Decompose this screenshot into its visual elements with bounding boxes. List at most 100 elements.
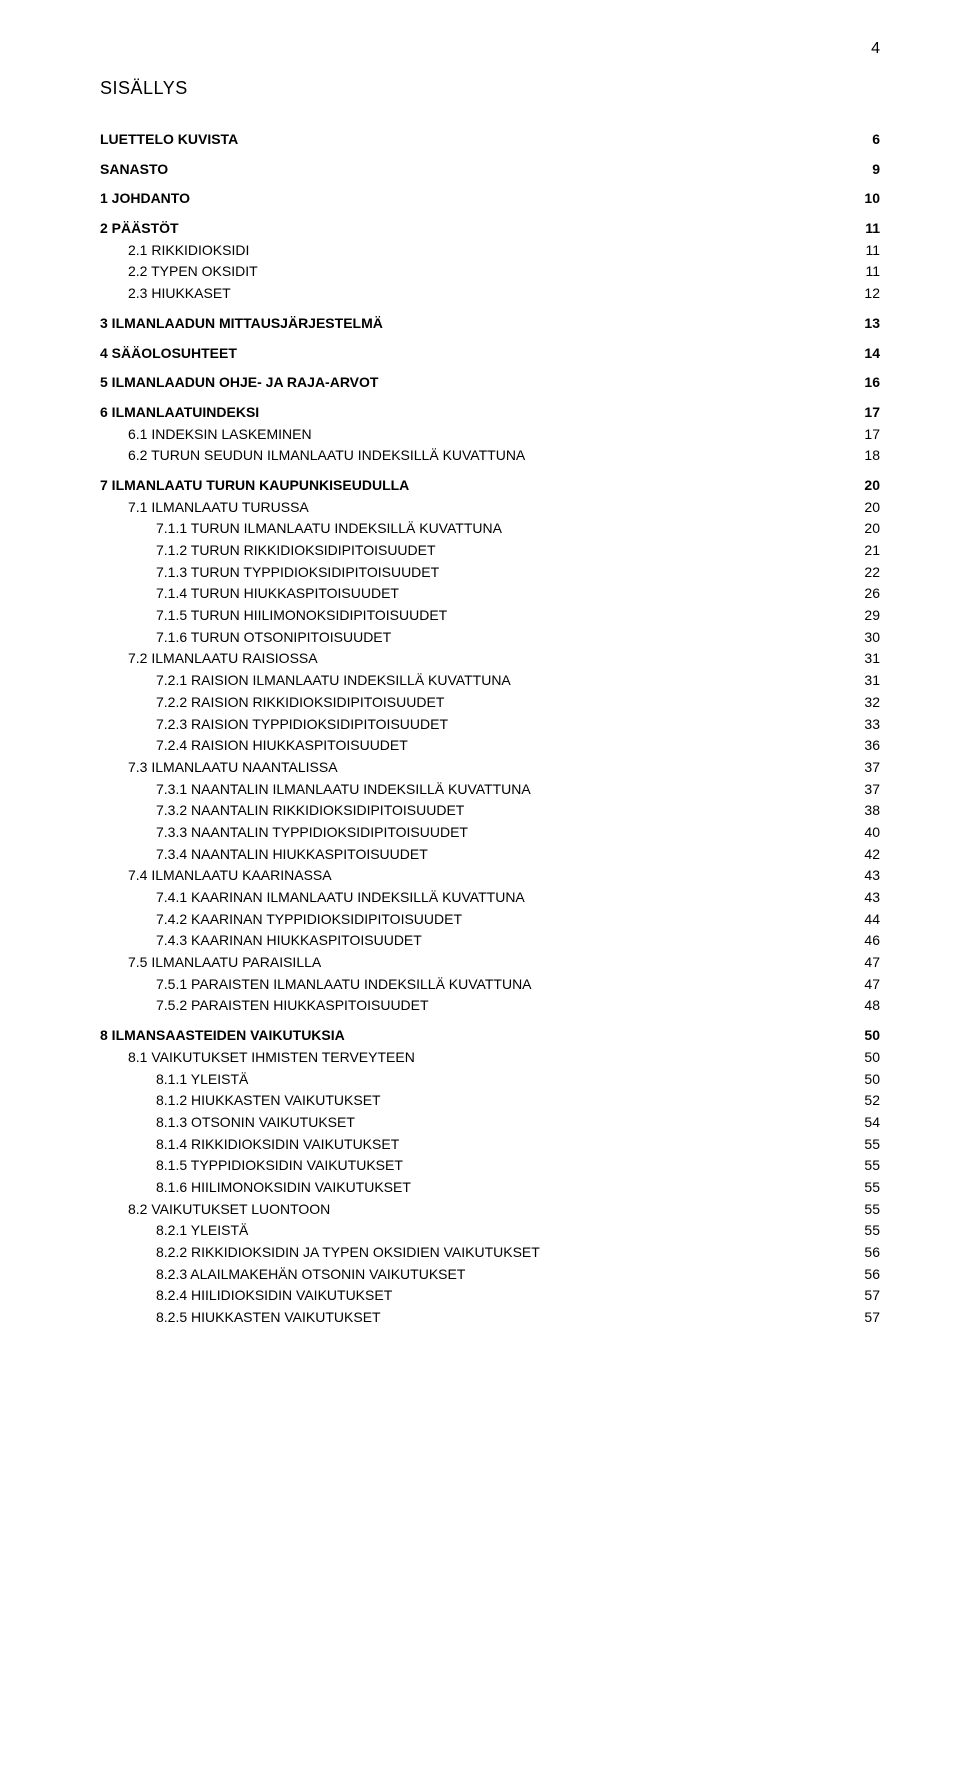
toc-entry-page: 31 xyxy=(864,670,880,692)
toc-entry-page: 20 xyxy=(864,518,880,540)
toc-entry-page: 16 xyxy=(864,372,880,394)
toc-entry-page: 36 xyxy=(864,735,880,757)
toc-entry-label: 7.5.1 PARAISTEN ILMANLAATU INDEKSILLÄ KU… xyxy=(156,974,532,996)
toc-entry: 2 PÄÄSTÖT11 xyxy=(100,218,880,240)
toc-entry-label: 6 ILMANLAATUINDEKSI xyxy=(100,402,259,424)
toc-entry-page: 55 xyxy=(864,1134,880,1156)
toc-entry: 7.4 ILMANLAATU KAARINASSA43 xyxy=(100,865,880,887)
toc-entry-label: 8.2.5 HIUKKASTEN VAIKUTUKSET xyxy=(156,1307,381,1329)
toc-entry-label: 7.1 ILMANLAATU TURUSSA xyxy=(128,497,309,519)
toc-entry-page: 11 xyxy=(865,240,880,262)
toc-entry: 5 ILMANLAADUN OHJE- JA RAJA-ARVOT16 xyxy=(100,372,880,394)
toc-entry-label: 7.2.4 RAISION HIUKKASPITOISUUDET xyxy=(156,735,408,757)
toc-entry-page: 20 xyxy=(864,475,880,497)
toc-entry-page: 43 xyxy=(864,865,880,887)
doc-title: SISÄLLYS xyxy=(100,78,880,99)
toc-entry-page: 55 xyxy=(864,1177,880,1199)
toc-entry: 7.2.2 RAISION RIKKIDIOKSIDIPITOISUUDET 32 xyxy=(100,692,880,714)
toc-entry-page: 20 xyxy=(864,497,880,519)
toc-entry-label: 8.1.2 HIUKKASTEN VAIKUTUKSET xyxy=(156,1090,381,1112)
toc-entry-label: 8.1.3 OTSONIN VAIKUTUKSET xyxy=(156,1112,355,1134)
toc-entry: 2.3 HIUKKASET12 xyxy=(100,283,880,305)
toc-entry: 7.4.2 KAARINAN TYPPIDIOKSIDIPITOISUUDET4… xyxy=(100,909,880,931)
toc-entry: 8.1.3 OTSONIN VAIKUTUKSET 54 xyxy=(100,1112,880,1134)
toc-entry: 7.3.3 NAANTALIN TYPPIDIOKSIDIPITOISUUDET… xyxy=(100,822,880,844)
toc-entry: 7.1.5 TURUN HIILIMONOKSIDIPITOISUUDET29 xyxy=(100,605,880,627)
toc-entry: 7.3.4 NAANTALIN HIUKKASPITOISUUDET42 xyxy=(100,844,880,866)
toc-entry-label: 4 SÄÄOLOSUHTEET xyxy=(100,343,237,365)
toc-entry-label: 7.1.3 TURUN TYPPIDIOKSIDIPITOISUUDET xyxy=(156,562,439,584)
toc-entry: 7.3 ILMANLAATU NAANTALISSA37 xyxy=(100,757,880,779)
toc-entry-label: 7.2.2 RAISION RIKKIDIOKSIDIPITOISUUDET xyxy=(156,692,444,714)
toc-entry: SANASTO 9 xyxy=(100,159,880,181)
toc-entry-label: 8.2.3 ALAILMAKEHÄN OTSONIN VAIKUTUKSET xyxy=(156,1264,465,1286)
toc-entry-page: 26 xyxy=(864,583,880,605)
toc-entry-label: 7.4.1 KAARINAN ILMANLAATU INDEKSILLÄ KUV… xyxy=(156,887,525,909)
toc-entry: 8.2.3 ALAILMAKEHÄN OTSONIN VAIKUTUKSET 56 xyxy=(100,1264,880,1286)
toc-entry-page: 40 xyxy=(864,822,880,844)
toc-entry-label: 7.3.4 NAANTALIN HIUKKASPITOISUUDET xyxy=(156,844,428,866)
toc-entry-page: 54 xyxy=(864,1112,880,1134)
toc-entry-page: 50 xyxy=(864,1069,880,1091)
toc-entry-label: 7.5.2 PARAISTEN HIUKKASPITOISUUDET xyxy=(156,995,429,1017)
toc-entry: 7.3.2 NAANTALIN RIKKIDIOKSIDIPITOISUUDET… xyxy=(100,800,880,822)
toc-entry-label: 6.1 INDEKSIN LASKEMINEN xyxy=(128,424,312,446)
toc-entry: 2.2 TYPEN OKSIDIT11 xyxy=(100,261,880,283)
toc-entry-page: 56 xyxy=(864,1264,880,1286)
toc-entry: 8.2.2 RIKKIDIOKSIDIN JA TYPEN OKSIDIEN V… xyxy=(100,1242,880,1264)
toc-entry-label: 8.1.4 RIKKIDIOKSIDIN VAIKUTUKSET xyxy=(156,1134,399,1156)
toc-entry: 7.5 ILMANLAATU PARAISILLA47 xyxy=(100,952,880,974)
table-of-contents: LUETTELO KUVISTA 6 SANASTO 9 1 JOHDANTO 10 2 P… xyxy=(100,129,880,1329)
toc-entry-label: 7.1.5 TURUN HIILIMONOKSIDIPITOISUUDET xyxy=(156,605,447,627)
toc-entry-label: 7.1.4 TURUN HIUKKASPITOISUUDET xyxy=(156,583,399,605)
toc-entry-page: 9 xyxy=(872,159,880,181)
toc-entry-page: 57 xyxy=(864,1285,880,1307)
toc-entry-label: 8.2 VAIKUTUKSET LUONTOON xyxy=(128,1199,330,1221)
toc-entry-label: 2 PÄÄSTÖT xyxy=(100,218,179,240)
toc-entry: 6 ILMANLAATUINDEKSI 17 xyxy=(100,402,880,424)
toc-entry-page: 13 xyxy=(864,313,880,335)
toc-entry: 7.5.1 PARAISTEN ILMANLAATU INDEKSILLÄ KU… xyxy=(100,974,880,996)
toc-entry-label: 8.1.1 YLEISTÄ xyxy=(156,1069,248,1091)
toc-entry-page: 10 xyxy=(864,188,880,210)
toc-entry-page: 6 xyxy=(872,129,880,151)
toc-entry-label: 2.1 RIKKIDIOKSIDI xyxy=(128,240,249,262)
toc-entry: 7 ILMANLAATU TURUN KAUPUNKISEUDULLA 20 xyxy=(100,475,880,497)
toc-entry-label: 7.1.2 TURUN RIKKIDIOKSIDIPITOISUUDET xyxy=(156,540,436,562)
toc-entry-label: 2.2 TYPEN OKSIDIT xyxy=(128,261,258,283)
toc-entry-page: 56 xyxy=(864,1242,880,1264)
toc-entry-page: 18 xyxy=(864,445,880,467)
toc-entry-page: 55 xyxy=(864,1199,880,1221)
toc-entry-label: 7.2.3 RAISION TYPPIDIOKSIDIPITOISUUDET xyxy=(156,714,448,736)
toc-entry-label: 1 JOHDANTO xyxy=(100,188,190,210)
toc-entry: 6.1 INDEKSIN LASKEMINEN17 xyxy=(100,424,880,446)
toc-entry-page: 22 xyxy=(864,562,880,584)
toc-entry-page: 14 xyxy=(864,343,880,365)
toc-entry-label: 7.3.2 NAANTALIN RIKKIDIOKSIDIPITOISUUDET xyxy=(156,800,464,822)
toc-entry-label: 7.1.1 TURUN ILMANLAATU INDEKSILLÄ KUVATT… xyxy=(156,518,502,540)
toc-entry: 7.4.1 KAARINAN ILMANLAATU INDEKSILLÄ KUV… xyxy=(100,887,880,909)
toc-entry: 8.1.6 HIILIMONOKSIDIN VAIKUTUKSET 55 xyxy=(100,1177,880,1199)
toc-entry-page: 17 xyxy=(864,402,880,424)
toc-entry-label: 6.2 TURUN SEUDUN ILMANLAATU INDEKSILLÄ K… xyxy=(128,445,525,467)
toc-entry-page: 37 xyxy=(864,757,880,779)
toc-entry-page: 12 xyxy=(864,283,880,305)
toc-entry: 4 SÄÄOLOSUHTEET 14 xyxy=(100,343,880,365)
toc-entry-label: SANASTO xyxy=(100,159,168,181)
toc-entry-label: 7 ILMANLAATU TURUN KAUPUNKISEUDULLA xyxy=(100,475,409,497)
toc-entry-label: 8.2.4 HIILIDIOKSIDIN VAIKUTUKSET xyxy=(156,1285,392,1307)
toc-entry: 8.1.1 YLEISTÄ 50 xyxy=(100,1069,880,1091)
toc-entry-page: 32 xyxy=(864,692,880,714)
toc-entry-page: 55 xyxy=(864,1155,880,1177)
toc-entry-page: 57 xyxy=(864,1307,880,1329)
toc-entry-page: 37 xyxy=(864,779,880,801)
toc-entry-label: LUETTELO KUVISTA xyxy=(100,129,238,151)
toc-entry: 8.1 VAIKUTUKSET IHMISTEN TERVEYTEEN50 xyxy=(100,1047,880,1069)
toc-entry-label: 8.1.6 HIILIMONOKSIDIN VAIKUTUKSET xyxy=(156,1177,411,1199)
toc-entry-label: 8 ILMANSAASTEIDEN VAIKUTUKSIA xyxy=(100,1025,345,1047)
toc-entry: 2.1 RIKKIDIOKSIDI 11 xyxy=(100,240,880,262)
toc-entry-label: 8.1.5 TYPPIDIOKSIDIN VAIKUTUKSET xyxy=(156,1155,403,1177)
page-number: 4 xyxy=(100,40,880,58)
toc-entry-page: 30 xyxy=(864,627,880,649)
toc-entry-label: 7.3.1 NAANTALIN ILMANLAATU INDEKSILLÄ KU… xyxy=(156,779,531,801)
